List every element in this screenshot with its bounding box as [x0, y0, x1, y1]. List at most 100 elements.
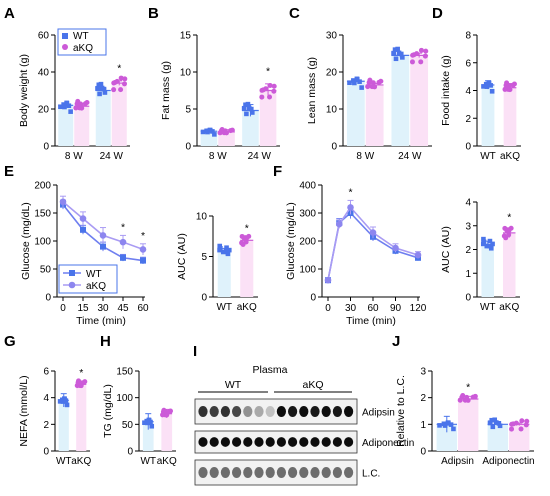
- data-point: [507, 87, 513, 93]
- data-point: [489, 417, 495, 423]
- data-point: [354, 77, 360, 83]
- blot-band: [265, 406, 275, 417]
- data-point: [218, 246, 223, 251]
- panel-h-ytick-label: 50: [122, 420, 134, 431]
- bar: [161, 413, 173, 451]
- data-point: [486, 81, 492, 86]
- panel-b: 0 5 10 15 Fat mass (g) B 8 W 24 W *: [148, 5, 280, 162]
- panel-label: A: [4, 5, 15, 22]
- data-point: [418, 47, 424, 53]
- bar: [217, 250, 231, 297]
- data-point: [502, 86, 508, 92]
- data-point: [220, 249, 226, 255]
- blot-row-label: L.C.: [362, 469, 380, 480]
- panel-d-ylabel: Food intake (g): [440, 55, 452, 126]
- panel-label: C: [289, 5, 300, 22]
- data-point: [74, 101, 80, 107]
- data-point: [506, 83, 512, 89]
- x-category-label: 24 W: [100, 151, 124, 162]
- data-point: [64, 101, 70, 107]
- panel-j: 0 1 2 3 Relative to L.C. J Adipsin Adiponectin *: [392, 333, 535, 467]
- panel-i-blot: I Plasma WT aKQ Adipsin Adiponectin L.C.: [193, 343, 414, 486]
- data-point: [366, 79, 372, 85]
- x-category-label: 24 W: [248, 151, 272, 162]
- panel-c-ytick-label: 10: [326, 105, 338, 116]
- data-point: [489, 88, 495, 94]
- data-point: [139, 246, 147, 253]
- bar: [487, 424, 508, 451]
- bar: [58, 400, 69, 451]
- blot-band: [310, 437, 320, 447]
- panel-f-ytick-label: 400: [299, 181, 316, 192]
- data-point: [437, 423, 442, 428]
- blot-band: [254, 437, 264, 447]
- panel-h-ytick-label: 100: [116, 393, 133, 404]
- data-point: [59, 198, 67, 206]
- data-point: [114, 78, 120, 84]
- panel-a-ytick-label: 60: [38, 31, 50, 42]
- blot-row-label: Adipsin: [362, 408, 395, 419]
- blot-band: [288, 467, 298, 478]
- panel-f_auc-ytick-label: 0: [465, 293, 471, 304]
- blot-band: [321, 467, 331, 478]
- data-point: [369, 229, 377, 236]
- blot-strip: [194, 459, 358, 486]
- data-point: [58, 104, 63, 110]
- panel-g-ylabel: NEFA (mmol/L): [18, 375, 30, 446]
- significance-star: *: [507, 212, 511, 224]
- panel-d-ytick-label: 4: [465, 86, 471, 97]
- panel-b-ytick-label: 5: [185, 105, 191, 116]
- panel-a-ytick-label: 20: [38, 105, 50, 116]
- data-point: [370, 80, 376, 86]
- data-point: [497, 423, 503, 429]
- data-point: [422, 53, 428, 59]
- panel-e-ytick-label: 200: [34, 181, 51, 192]
- x-category-label: WT: [216, 302, 232, 313]
- data-point: [484, 84, 490, 89]
- panel-c-ytick-label: 30: [326, 31, 338, 42]
- blot-band: [220, 406, 230, 417]
- legend-label: aKQ: [86, 281, 106, 292]
- blot-band: [243, 437, 253, 447]
- data-point: [95, 86, 100, 91]
- data-point: [496, 421, 502, 426]
- xtick-label: 15: [77, 303, 89, 314]
- xtick-label: 90: [390, 303, 402, 314]
- blot-band: [321, 406, 331, 417]
- panel-e-ylabel: Glucose (mg/dL): [20, 202, 32, 280]
- xtick-label: 30: [97, 303, 109, 314]
- bar: [410, 55, 429, 146]
- panel-g-ytick-label: 0: [43, 447, 49, 458]
- data-point: [218, 128, 224, 134]
- panel-c-ytick-label: 0: [331, 142, 337, 153]
- blot-band: [209, 406, 219, 417]
- data-point: [347, 80, 352, 85]
- panel-f_auc-ytick-label: 2: [465, 245, 471, 256]
- bar: [218, 131, 235, 146]
- data-point: [448, 422, 454, 427]
- legend-swatch-akq: [68, 281, 76, 289]
- data-point: [400, 55, 405, 60]
- panel-g-ytick-label: 6: [43, 367, 49, 378]
- data-point: [205, 129, 210, 135]
- data-point: [490, 241, 495, 247]
- panel-f-ytick-label: 200: [299, 237, 316, 248]
- panel-c: 0 10 20 30 Lean mass (g) C 8 W 24 W: [289, 5, 432, 162]
- data-point: [483, 81, 489, 87]
- x-category-label: Adiponectin: [482, 456, 534, 467]
- panel-label: D: [432, 5, 443, 22]
- data-point: [100, 243, 106, 250]
- panel-f-ylabel: Glucose (mg/dL): [285, 202, 297, 280]
- data-point: [372, 84, 378, 90]
- panel-e-ytick-label: 100: [34, 237, 51, 248]
- data-point: [118, 87, 124, 93]
- panel-j-ytick-label: 3: [420, 367, 426, 378]
- x-category-label: 8 W: [209, 151, 227, 162]
- bar: [458, 399, 479, 451]
- panel-label: F: [273, 163, 282, 180]
- panel-g: 0 2 4 6 NEFA (mmol/L) G WT aKQ *: [4, 333, 91, 467]
- data-point: [267, 94, 273, 100]
- bar: [240, 240, 254, 297]
